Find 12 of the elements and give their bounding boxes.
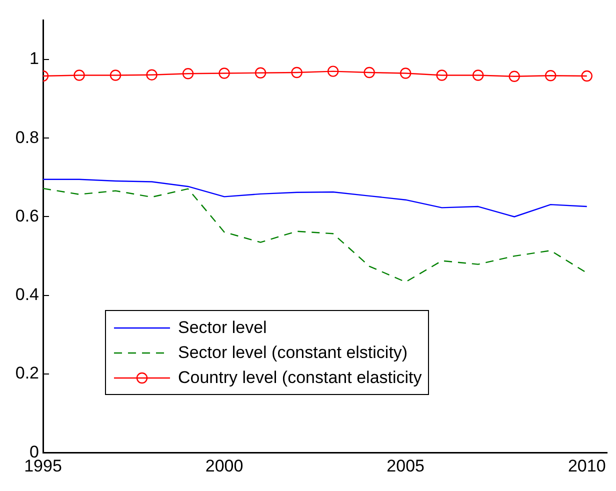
y-tick-label: 0.8 — [15, 128, 39, 147]
x-tick-label: 2005 — [386, 456, 424, 476]
y-tick-label: 0.6 — [15, 206, 39, 226]
legend-label: Sector level (constant elsticity) — [178, 342, 408, 362]
legend-label: Sector level — [178, 318, 267, 338]
y-tick-label: 1 — [30, 49, 39, 68]
x-tick-label: 2010 — [568, 456, 606, 476]
legend-label: Country level (constant elasticity — [178, 368, 422, 388]
y-tick-label: 0.4 — [15, 285, 39, 304]
y-tick-label: 0.2 — [15, 364, 39, 383]
x-tick-label: 2000 — [205, 456, 244, 476]
line-series — [43, 188, 588, 283]
